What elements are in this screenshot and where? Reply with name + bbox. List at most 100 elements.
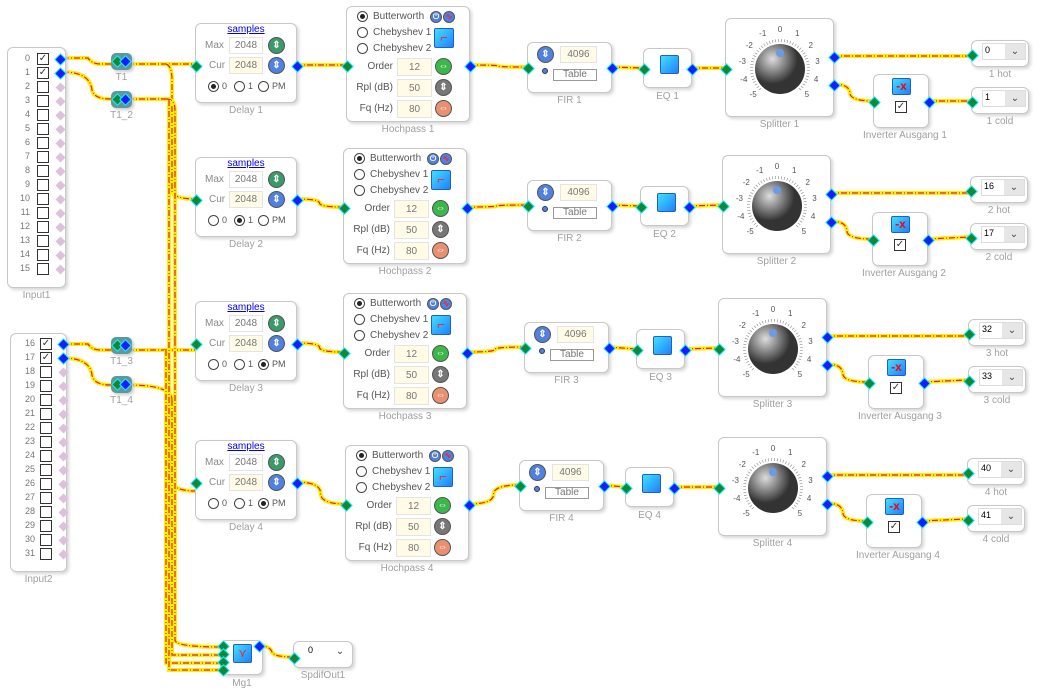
fir-table-button[interactable]: Table [550,349,594,361]
mode-radio[interactable] [258,359,269,370]
channel-checkbox[interactable]: ✓ [40,338,52,350]
up-down-icon[interactable]: ⇕ [268,37,285,54]
sine-icon[interactable]: ∿ [440,298,452,310]
output-port[interactable] [120,379,130,390]
output-port[interactable] [58,549,68,559]
filter-type-radio[interactable] [356,482,367,493]
fir-taps-field[interactable]: 4096 [557,326,594,343]
output-channel-select[interactable]: 32 ⌄ [979,322,1023,339]
order-field[interactable]: 12 [394,345,429,363]
up-down-icon[interactable]: ⇕ [268,474,285,491]
output-port[interactable] [58,409,68,419]
output-port[interactable] [58,339,68,349]
fir-taps-field[interactable]: 4096 [552,464,589,481]
samples-link[interactable]: samples [227,24,265,35]
highpass-curve-icon[interactable]: ⌐ [431,315,451,335]
up-down-icon[interactable]: ⇕ [529,464,546,481]
output-port[interactable] [120,340,130,351]
up-down-icon[interactable]: ⇕ [268,191,285,208]
eq-icon[interactable] [657,193,676,212]
channel-checkbox[interactable] [37,207,49,219]
up-down-icon[interactable]: ⇕ [268,171,285,188]
channel-checkbox[interactable] [37,179,49,191]
filter-type-radio[interactable] [356,450,367,461]
fq-field[interactable]: 80 [394,387,429,405]
fq-field[interactable]: 80 [396,539,431,557]
output-port[interactable] [55,180,65,190]
channel-checkbox[interactable] [37,221,49,233]
mode-radio[interactable] [234,81,245,92]
mode-radio[interactable] [234,359,245,370]
eq-icon[interactable] [642,474,661,493]
channel-checkbox[interactable] [37,193,49,205]
channel-checkbox[interactable] [37,81,49,93]
filter-type-radio[interactable] [357,43,368,54]
output-port[interactable] [58,395,68,405]
fq-adjust-icon[interactable]: ⇔ [434,539,451,556]
knob-icon[interactable] [719,438,828,537]
channel-checkbox[interactable] [40,394,52,406]
channel-checkbox[interactable] [40,380,52,392]
output-port[interactable] [58,353,68,363]
order-field[interactable]: 12 [396,497,431,515]
order-adjust-icon[interactable]: ⇔ [435,58,452,75]
mode-radio[interactable] [208,498,219,509]
output-port[interactable] [55,208,65,218]
mode-radio[interactable] [258,81,269,92]
fir-table-button[interactable]: Table [553,69,597,81]
channel-checkbox[interactable] [40,436,52,448]
wire[interactable] [465,345,525,354]
output-channel-select[interactable]: 17 ⌄ [981,226,1025,243]
output-port[interactable] [55,96,65,106]
fq-field[interactable]: 80 [397,100,432,118]
up-down-icon[interactable]: ⇕ [537,46,554,63]
cur-field[interactable]: 2048 [229,335,263,352]
output-port[interactable] [120,56,130,67]
output-port[interactable] [58,521,68,531]
filter-type-radio[interactable] [357,27,368,38]
up-down-icon[interactable]: ⇕ [268,454,285,471]
invert-icon[interactable]: -x [885,498,904,515]
sine-icon[interactable]: ∿ [442,450,454,462]
mode-radio[interactable] [208,81,219,92]
mode-radio[interactable] [234,215,245,226]
highpass-curve-icon[interactable]: ⌐ [431,170,451,190]
channel-checkbox[interactable] [40,464,52,476]
knob-icon[interactable] [719,299,828,398]
fq-adjust-icon[interactable]: ⇔ [432,242,449,259]
eq-icon[interactable] [660,55,679,74]
filter-type-radio[interactable] [354,169,365,180]
mode-radio[interactable] [234,498,245,509]
cur-field[interactable]: 2048 [229,474,263,491]
fq-adjust-icon[interactable]: ⇔ [435,100,452,117]
wire[interactable] [829,219,873,241]
sine-icon[interactable]: ∿ [443,11,455,23]
channel-checkbox[interactable] [40,450,52,462]
up-down-icon[interactable]: ⇕ [534,326,551,343]
samples-link[interactable]: samples [227,441,265,452]
fir-taps-field[interactable]: 4096 [560,184,597,201]
order-adjust-icon[interactable]: ⇔ [434,497,451,514]
output-port[interactable] [55,222,65,232]
cur-field[interactable]: 2048 [229,57,263,74]
wire[interactable] [825,501,867,523]
channel-checkbox[interactable] [37,263,49,275]
wire[interactable] [832,82,874,103]
channel-checkbox[interactable] [40,422,52,434]
channel-checkbox[interactable] [37,123,49,135]
order-field[interactable]: 12 [397,58,432,76]
filter-type-radio[interactable] [354,185,365,196]
output-port[interactable] [58,507,68,517]
knob-icon[interactable] [726,19,835,118]
fir-taps-field[interactable]: 4096 [560,46,597,63]
output-port[interactable] [55,152,65,162]
power-icon[interactable]: ⏻ [430,11,442,23]
power-icon[interactable]: ⏻ [427,153,439,165]
channel-checkbox[interactable] [40,548,52,560]
output-port[interactable] [55,138,65,148]
samples-link[interactable]: samples [227,302,265,313]
channel-checkbox[interactable]: ✓ [37,53,49,65]
fq-adjust-icon[interactable]: ⇔ [432,387,449,404]
output-port[interactable] [55,194,65,204]
mode-radio[interactable] [258,215,269,226]
